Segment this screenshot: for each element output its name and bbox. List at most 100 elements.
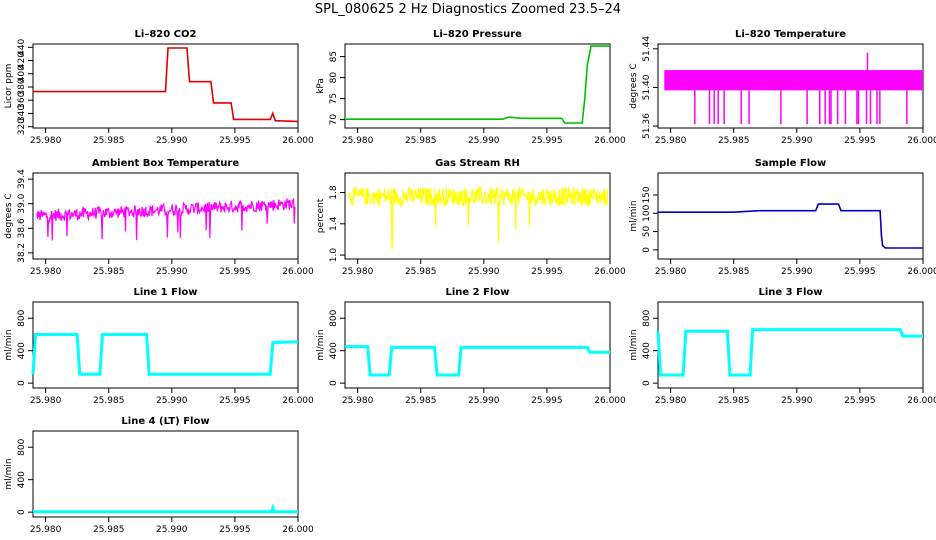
y-tick-label: 1.8 — [329, 185, 339, 200]
y-axis-label: degrees C — [4, 193, 14, 238]
x-tick-label: 25.985 — [93, 396, 125, 406]
x-tick-label: 25.980 — [342, 267, 374, 277]
y-tick-label: 0 — [17, 509, 27, 515]
series-line — [31, 333, 299, 376]
series-line — [36, 198, 296, 241]
y-tick-label: 400 — [17, 65, 27, 82]
y-tick-label: 440 — [17, 38, 27, 55]
y-tick-label: 340 — [17, 105, 27, 122]
x-tick-label: 25.980 — [342, 136, 374, 146]
x-tick-label: 25.985 — [405, 396, 437, 406]
x-tick-label: 25.990 — [781, 267, 813, 277]
series-line — [348, 185, 609, 250]
x-tick-label: 25.985 — [93, 267, 125, 277]
chart-panel-8: Line 2 Flow 25.980 25.985 25.990 25.995 26.00… — [316, 287, 626, 406]
x-tick-label: 25.985 — [93, 525, 125, 535]
chart-title: Li–820 Pressure — [433, 29, 522, 40]
x-tick-label: 25.985 — [718, 136, 750, 146]
series-line — [33, 503, 298, 514]
x-tick-label: 25.995 — [219, 136, 251, 146]
x-tick-label: 26.000 — [282, 525, 314, 535]
x-tick-label: 25.990 — [156, 396, 188, 406]
x-tick-label: 25.990 — [156, 525, 188, 535]
y-axis-label: ml/min — [629, 200, 639, 231]
x-tick-label: 25.995 — [219, 267, 251, 277]
x-tick-label: 26.000 — [594, 267, 626, 277]
chart-panel-1: Li–820 CO2 25.980 25.985 25.990 25.995 26.000… — [4, 29, 314, 146]
y-tick-label: 320 — [17, 118, 27, 135]
y-tick-label: 51.36 — [642, 113, 652, 139]
x-tick-label: 25.995 — [844, 136, 876, 146]
y-tick-label: 0 — [329, 380, 339, 386]
chart-panel-9: Line 3 Flow 25.980 25.985 25.990 25.995 26.00… — [629, 287, 936, 406]
x-tick-label: 25.990 — [468, 396, 500, 406]
y-tick-label: 0 — [642, 380, 652, 386]
y-tick-label: 360 — [17, 91, 27, 108]
y-axis-label: Licor ppm — [4, 64, 14, 109]
y-tick-label: 50 — [642, 226, 652, 238]
x-tick-label: 25.995 — [844, 267, 876, 277]
chart-panel-3: Li–820 Temperature 25.980 25.985 25.990 25.9… — [629, 29, 936, 146]
x-tick-label: 26.000 — [282, 396, 314, 406]
plot-frame — [32, 43, 299, 129]
y-tick-label: 39.4 — [17, 169, 27, 189]
y-tick-label: 1.0 — [329, 248, 339, 263]
x-tick-label: 25.980 — [30, 396, 62, 406]
y-tick-label: 150 — [642, 186, 652, 203]
plot-frame — [32, 430, 299, 518]
chart-title: Sample Flow — [755, 158, 827, 169]
x-tick-label: 25.985 — [405, 267, 437, 277]
x-tick-label: 25.990 — [468, 267, 500, 277]
chart-title: Line 3 Flow — [759, 287, 823, 298]
x-tick-label: 25.990 — [468, 136, 500, 146]
x-tick-label: 25.995 — [531, 396, 563, 406]
chart-title: Ambient Box Temperature — [92, 158, 239, 169]
y-tick-label: 38.6 — [17, 218, 27, 238]
x-tick-label: 25.980 — [655, 136, 687, 146]
x-tick-label: 26.000 — [282, 267, 314, 277]
y-tick-label: 75 — [329, 93, 339, 104]
x-tick-label: 25.995 — [844, 396, 876, 406]
page-title: SPL_080625 2 Hz Diagnostics Zoomed 23.5–… — [314, 2, 622, 17]
chart-panel-4: Ambient Box Temperature 25.980 25.985 25.99… — [4, 158, 314, 277]
x-tick-label: 25.980 — [342, 396, 374, 406]
chart-title: Line 4 (LT) Flow — [121, 416, 209, 427]
y-tick-label: 400 — [17, 471, 27, 488]
x-tick-label: 25.990 — [156, 136, 188, 146]
y-tick-label: 100 — [642, 204, 652, 221]
y-tick-label: 0 — [17, 380, 27, 386]
y-tick-label: 0 — [642, 247, 652, 253]
x-tick-label: 26.000 — [907, 136, 936, 146]
x-tick-label: 25.995 — [219, 525, 251, 535]
plot-frame — [32, 172, 299, 260]
y-axis-label: degrees C — [629, 63, 639, 108]
x-tick-label: 25.995 — [531, 267, 563, 277]
chart-title: Gas Stream RH — [435, 158, 520, 169]
chart-panel-7: Line 1 Flow 25.980 25.985 25.990 25.995 26.00… — [4, 287, 314, 406]
y-tick-label: 400 — [642, 342, 652, 359]
y-axis-label: ml/min — [4, 329, 14, 360]
y-tick-label: 400 — [329, 342, 339, 359]
x-tick-label: 26.000 — [907, 267, 936, 277]
y-tick-label: 800 — [17, 309, 27, 326]
chart-panel-10: Line 4 (LT) Flow 25.980 25.985 25.990 25.995… — [4, 416, 314, 535]
x-tick-label: 25.980 — [30, 136, 62, 146]
chart-panel-6: Sample Flow 25.980 25.985 25.990 25.995 26.00… — [629, 158, 936, 277]
x-tick-label: 25.985 — [405, 136, 437, 146]
y-tick-label: 1.4 — [329, 216, 339, 231]
plot-frame — [657, 301, 924, 389]
y-tick-label: 70 — [329, 114, 339, 126]
chart-title: Line 2 Flow — [446, 287, 510, 298]
x-tick-label: 25.990 — [156, 267, 188, 277]
x-tick-label: 25.980 — [30, 267, 62, 277]
x-tick-label: 26.000 — [594, 136, 626, 146]
y-tick-label: 800 — [329, 309, 339, 326]
series-line — [656, 328, 923, 377]
x-tick-label: 25.995 — [531, 136, 563, 146]
y-tick-label: 800 — [17, 438, 27, 455]
x-tick-label: 26.000 — [594, 396, 626, 406]
series-line — [658, 203, 923, 249]
chart-title: Line 1 Flow — [134, 287, 198, 298]
series-line — [345, 45, 610, 124]
